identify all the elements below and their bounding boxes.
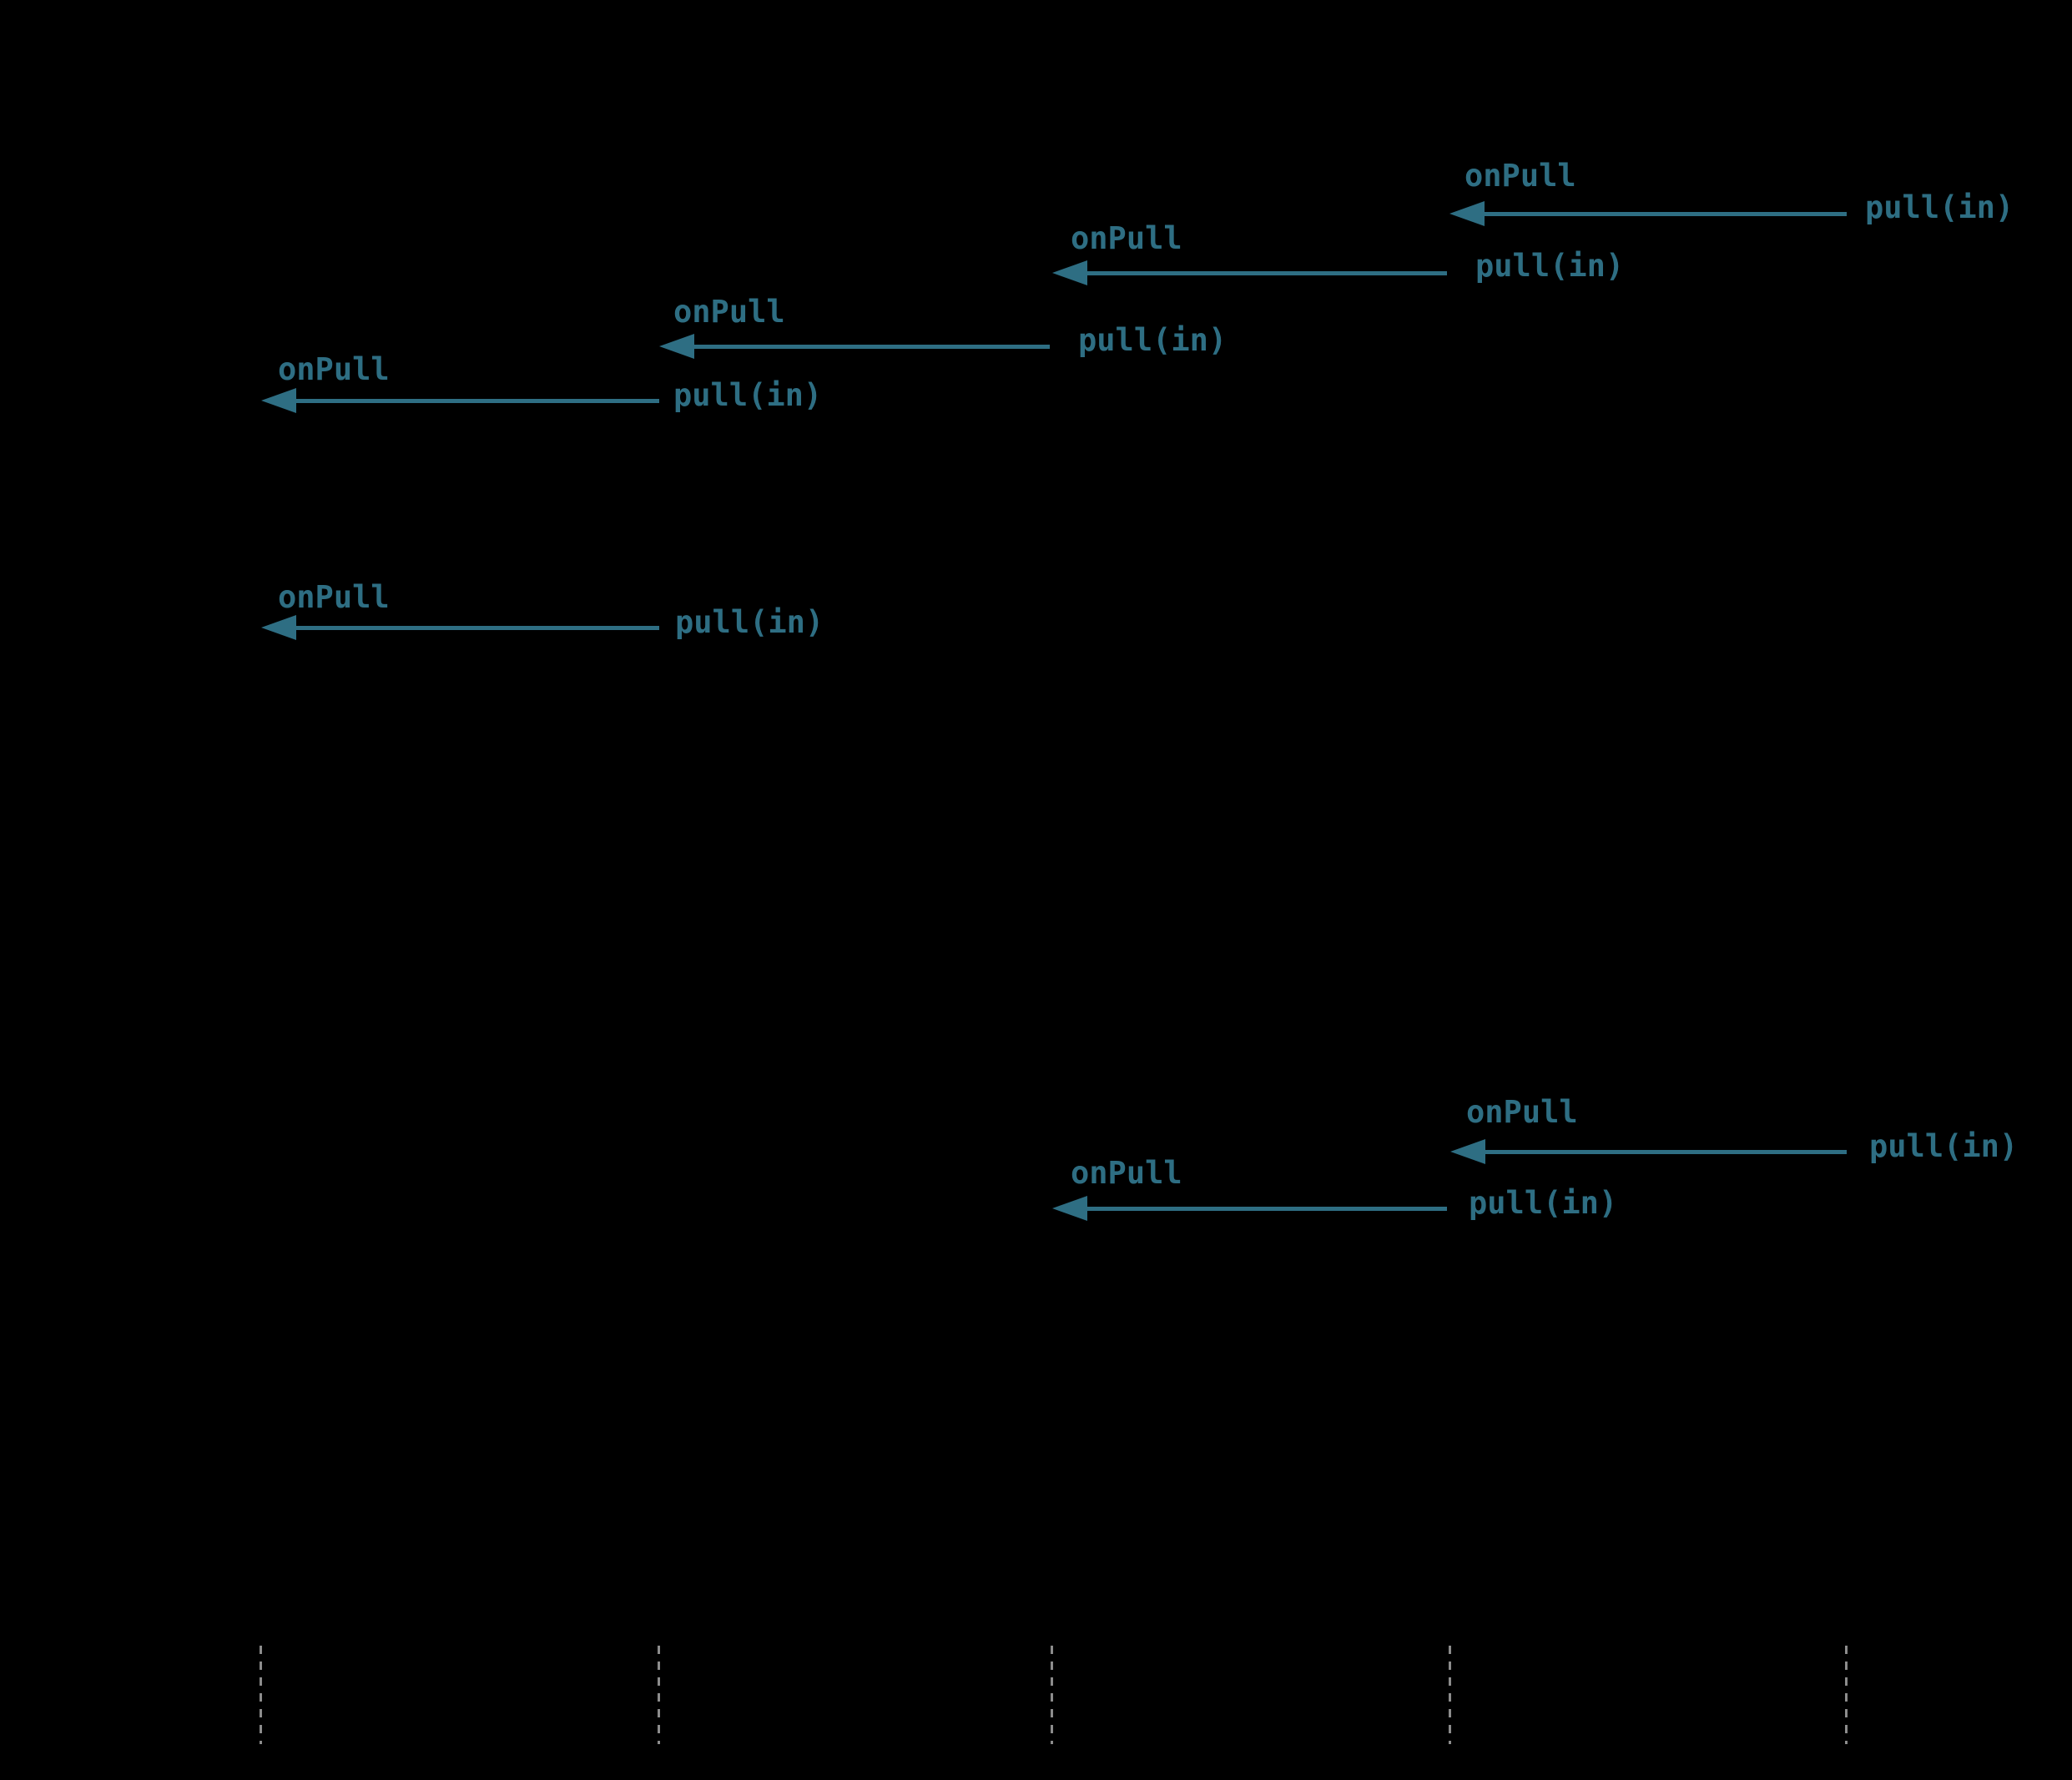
arrowhead-left-icon	[1052, 1196, 1087, 1221]
onpull-label: onPull	[1071, 1155, 1182, 1191]
onpull-label: onPull	[278, 579, 390, 615]
pull-in-label: pull(in)	[1869, 1128, 2019, 1164]
message-arrow-line	[291, 399, 659, 403]
onpull-label: onPull	[1071, 220, 1182, 256]
onpull-label: onPull	[673, 294, 785, 330]
message-arrow-line	[1480, 212, 1847, 216]
lifeline-5	[1845, 1646, 1848, 1744]
message-arrow-line	[291, 626, 659, 630]
lifeline-2	[658, 1646, 660, 1744]
arrowhead-left-icon	[1449, 201, 1485, 226]
onpull-label: onPull	[1466, 1094, 1578, 1130]
arrowhead-left-icon	[1052, 260, 1087, 285]
pull-in-label: pull(in)	[675, 604, 824, 640]
arrowhead-left-icon	[1450, 1139, 1485, 1164]
lifeline-3	[1051, 1646, 1053, 1744]
lifeline-1	[260, 1646, 262, 1744]
lifeline-4	[1449, 1646, 1451, 1744]
message-arrow-line	[1480, 1150, 1847, 1154]
pull-in-label: pull(in)	[1865, 189, 2014, 225]
onpull-label: onPull	[1465, 158, 1576, 194]
pull-in-label: pull(in)	[1475, 248, 1625, 284]
arrowhead-left-icon	[659, 334, 694, 359]
pull-in-label: pull(in)	[673, 377, 823, 413]
pull-in-label: pull(in)	[1469, 1185, 1618, 1221]
message-arrow-line	[689, 345, 1050, 349]
message-arrow-line	[1082, 271, 1447, 275]
arrowhead-left-icon	[261, 615, 296, 640]
message-arrow-line	[1082, 1207, 1447, 1211]
onpull-label: onPull	[278, 351, 390, 387]
pull-in-label: pull(in)	[1078, 322, 1228, 358]
arrowhead-left-icon	[261, 388, 296, 413]
